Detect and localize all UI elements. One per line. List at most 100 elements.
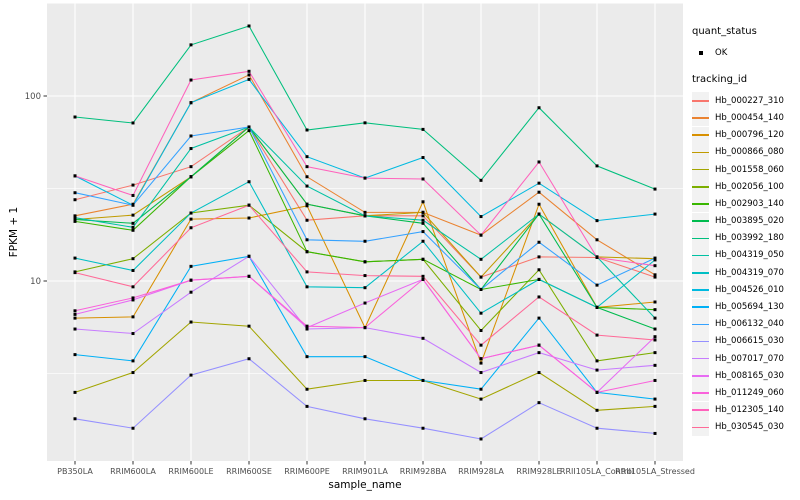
legend-item: Hb_008165_030 <box>692 367 798 385</box>
legend-key-swatch <box>692 109 709 127</box>
data-point <box>363 121 367 125</box>
data-point <box>131 203 135 207</box>
legend-label: Hb_003895_020 <box>715 216 784 227</box>
data-point <box>247 69 251 73</box>
line-swatch-icon <box>692 237 709 240</box>
legend-item: Hb_000227_310 <box>692 92 798 110</box>
line-swatch-icon <box>692 392 709 394</box>
data-point <box>73 327 77 331</box>
data-point <box>247 129 251 133</box>
data-point <box>421 336 425 340</box>
legend-item: Hb_003992_180 <box>692 229 798 247</box>
data-point <box>305 270 309 274</box>
data-point <box>421 257 425 261</box>
data-point <box>421 156 425 160</box>
data-point <box>131 268 135 272</box>
legend-item: Hb_000866_080 <box>692 143 798 161</box>
data-point <box>189 147 193 151</box>
line-swatch-icon <box>692 254 709 257</box>
x-axis-title: sample_name <box>328 479 402 491</box>
legend-item: Hb_004319_070 <box>692 264 798 282</box>
data-point <box>247 357 251 361</box>
line-swatch-icon <box>692 168 709 171</box>
data-point <box>479 233 483 237</box>
data-point <box>73 353 77 357</box>
data-point <box>305 404 309 408</box>
data-point <box>537 190 541 194</box>
data-point <box>189 278 193 282</box>
data-point <box>305 155 309 159</box>
data-point <box>653 327 657 331</box>
legend-item: Hb_011249_060 <box>692 384 798 402</box>
legend-item: Hb_000454_140 <box>692 109 798 127</box>
data-point <box>305 387 309 391</box>
x-tick-label: PB350LA <box>57 467 93 476</box>
data-point <box>537 212 541 216</box>
x-tick-label: RRII105LA_Control <box>560 467 634 476</box>
legend-tracking-id-items: Hb_000227_310 Hb_000454_140 Hb_000796_120 H… <box>692 92 798 436</box>
data-point <box>479 257 483 261</box>
legend-key-swatch <box>692 126 709 144</box>
data-point <box>247 180 251 184</box>
y-tick-label: 100 <box>25 92 41 102</box>
legend-key-swatch <box>692 212 709 230</box>
data-point <box>189 134 193 138</box>
data-point <box>189 211 193 215</box>
data-point <box>479 343 483 347</box>
data-point <box>421 378 425 382</box>
legend-key-swatch <box>692 418 709 436</box>
legend-label: Hb_002903_140 <box>715 198 784 209</box>
data-point <box>479 361 483 365</box>
data-point <box>189 165 193 169</box>
legend-label: Hb_006615_030 <box>715 336 784 347</box>
data-point <box>595 255 599 259</box>
legend-label: Hb_007017_070 <box>715 353 784 364</box>
legend-key-swatch <box>692 161 709 179</box>
data-point <box>479 357 483 361</box>
data-point <box>131 285 135 289</box>
data-point <box>537 277 541 281</box>
data-point <box>131 225 135 229</box>
data-point <box>479 387 483 391</box>
data-point <box>595 238 599 242</box>
legend-key-swatch <box>692 178 709 196</box>
data-point <box>73 312 77 316</box>
data-point <box>537 371 541 375</box>
legend-label: Hb_004526_010 <box>715 284 784 295</box>
data-point <box>73 256 77 260</box>
data-point <box>595 368 599 372</box>
legend-item: Hb_012305_140 <box>692 401 798 419</box>
data-point <box>479 215 483 219</box>
line-swatch-icon <box>692 375 709 377</box>
data-point <box>653 308 657 312</box>
data-point <box>305 175 309 179</box>
legend-key-swatch <box>692 401 709 419</box>
legend-key-swatch <box>692 332 709 350</box>
data-point <box>247 73 251 77</box>
data-point <box>131 257 135 261</box>
data-point <box>653 363 657 367</box>
data-point <box>305 250 309 254</box>
data-point <box>537 268 541 272</box>
data-point <box>537 106 541 110</box>
data-point <box>131 298 135 302</box>
data-point <box>131 315 135 319</box>
data-point <box>653 351 657 355</box>
legend-key-swatch <box>692 246 709 264</box>
data-point <box>189 373 193 377</box>
data-point <box>653 378 657 382</box>
data-point <box>537 240 541 244</box>
data-point <box>421 277 425 281</box>
legend-label: Hb_006132_040 <box>715 319 784 330</box>
line-swatch-icon <box>692 117 709 119</box>
point-symbol-icon <box>698 50 703 55</box>
data-point <box>247 216 251 220</box>
legend-item: Hb_007017_070 <box>692 350 798 368</box>
data-point <box>73 216 77 220</box>
data-point <box>653 316 657 320</box>
data-point <box>653 258 657 262</box>
legend-key-swatch <box>692 350 709 368</box>
x-tick-label: RRIM928LE <box>516 467 561 476</box>
data-point <box>479 178 483 182</box>
legend-label: Hb_001558_060 <box>715 164 784 175</box>
